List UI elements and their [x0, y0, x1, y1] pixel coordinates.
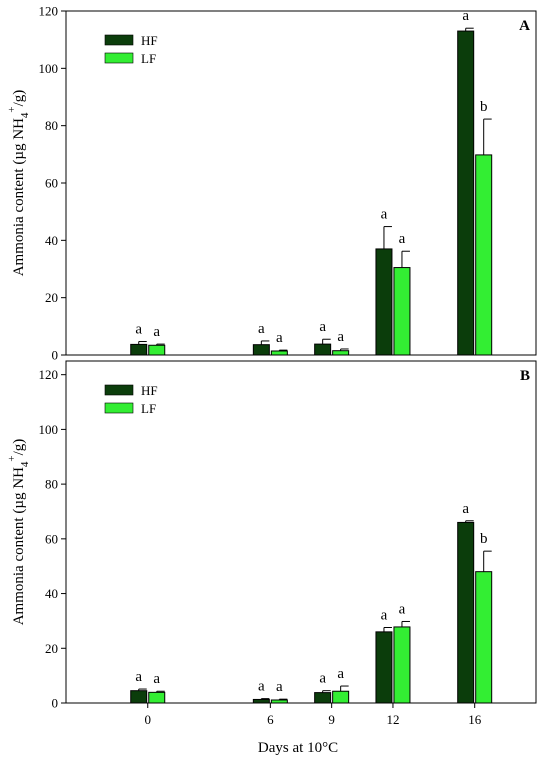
x-tick-label-b: 12: [386, 712, 399, 727]
significance-label-lf-b: b: [480, 531, 488, 547]
bar-lf-b: [475, 571, 493, 704]
y-axis-title-a: Ammonia content (µg NH4+/g): [6, 90, 31, 277]
significance-label-lf-a: a: [399, 231, 406, 247]
bar-hf-a: [130, 343, 148, 356]
significance-label-hf-b: a: [135, 669, 142, 685]
y-tick-label-a: 0: [52, 348, 59, 363]
significance-label-lf-b: a: [276, 679, 283, 695]
significance-label-hf-b: a: [381, 607, 388, 623]
bar-hf-b: [130, 690, 148, 704]
y-tick-label-b: 80: [45, 477, 58, 492]
significance-label-hf-a: a: [258, 321, 265, 337]
significance-label-hf-a: a: [135, 322, 142, 338]
y-tick-label-a: 100: [39, 61, 59, 76]
significance-label-hf-a: a: [462, 8, 469, 24]
significance-label-lf-a: b: [480, 99, 488, 115]
significance-label-lf-a: a: [337, 329, 344, 345]
significance-label-lf-a: a: [153, 324, 160, 340]
y-tick-label-a: 60: [45, 176, 58, 191]
legend-label-lf-b: LF: [141, 401, 156, 416]
bar-lf-b: [148, 691, 166, 704]
legend-swatch-lf-a: [104, 52, 134, 64]
bar-hf-b: [457, 521, 475, 704]
bar-hf-b: [252, 698, 270, 704]
legend-swatch-lf-b: [104, 402, 134, 414]
x-axis-title: Days at 10°C: [258, 740, 338, 756]
significance-label-lf-b: a: [153, 671, 160, 687]
legend-label-lf-a: LF: [141, 51, 156, 66]
panel-letter-b: B: [520, 368, 530, 384]
bar-lf-b: [270, 699, 288, 704]
x-tick-label-b: 0: [144, 712, 151, 727]
bar-lf-a: [393, 267, 411, 356]
legend-label-hf-a: HF: [141, 33, 158, 48]
significance-label-hf-a: a: [319, 319, 326, 335]
y-tick-label-a: 120: [39, 4, 59, 19]
bar-lf-b: [393, 626, 411, 704]
significance-label-hf-b: a: [258, 679, 265, 695]
bar-lf-a: [270, 350, 288, 356]
legend-swatch-hf-a: [104, 34, 134, 46]
bar-lf-a: [332, 350, 350, 356]
panel-a: 0 20 40 60 80 100 120 Ammonia content (µg NH4+/…: [6, 4, 537, 363]
bar-lf-a: [148, 344, 166, 356]
bar-lf-a: [475, 154, 493, 356]
y-tick-label-a: 20: [45, 290, 58, 305]
significance-label-lf-b: a: [399, 601, 406, 617]
bar-lf-b: [332, 690, 350, 704]
significance-label-lf-b: a: [337, 666, 344, 682]
y-axis-title-b: Ammonia content (µg NH4+/g): [6, 439, 31, 626]
x-tick-label-b: 6: [267, 712, 274, 727]
significance-label-hf-b: a: [462, 501, 469, 517]
significance-label-hf-a: a: [381, 207, 388, 223]
significance-label-lf-a: a: [276, 330, 283, 346]
y-tick-label-b: 40: [45, 586, 58, 601]
x-tick-label-b: 9: [328, 712, 335, 727]
significance-label-hf-b: a: [319, 671, 326, 687]
y-tick-label-b: 20: [45, 641, 58, 656]
bar-hf-a: [375, 248, 393, 356]
bar-hf-a: [314, 343, 332, 356]
bar-hf-b: [375, 631, 393, 704]
x-tick-label-b: 16: [468, 712, 482, 727]
y-tick-label-b: 100: [39, 422, 59, 437]
y-tick-label-b: 60: [45, 531, 58, 546]
y-tick-label-b: 120: [39, 367, 59, 382]
bar-hf-a: [457, 30, 475, 356]
plot-frame-b: [65, 360, 537, 704]
y-tick-label-a: 40: [45, 233, 58, 248]
legend-label-hf-b: HF: [141, 383, 158, 398]
bar-hf-b: [314, 692, 332, 704]
y-tick-label-b: 0: [52, 696, 59, 711]
y-tick-label-a: 80: [45, 118, 58, 133]
panel-letter-a: A: [519, 18, 530, 34]
legend-swatch-hf-b: [104, 384, 134, 396]
bar-hf-a: [252, 344, 270, 356]
